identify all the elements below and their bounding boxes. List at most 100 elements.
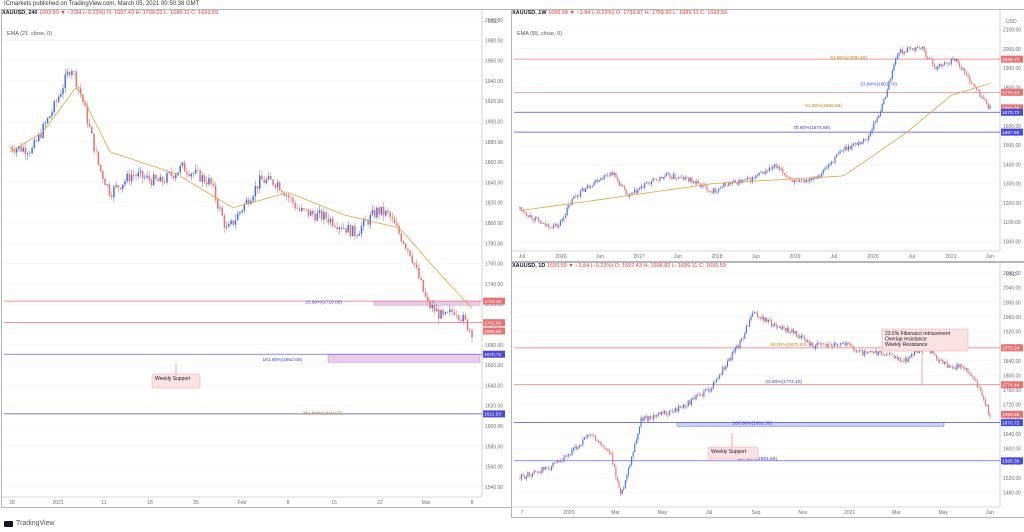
- candle-body: [854, 142, 856, 145]
- chart-panel-1w[interactable]: XAUUSD, 1W 1693.59 ▼ −3.84 (−0.23%) O: 1…: [511, 9, 1024, 262]
- candle-body: [645, 416, 647, 418]
- candle-body: [609, 451, 611, 454]
- candle-body: [144, 177, 146, 178]
- candle-body: [750, 316, 752, 321]
- price-tag: [483, 350, 505, 358]
- candle-body: [795, 179, 797, 181]
- candle-body: [773, 164, 775, 167]
- candle-body: [805, 339, 807, 342]
- candle-body: [51, 112, 53, 117]
- candle-body: [104, 178, 106, 186]
- candle-body: [970, 374, 972, 377]
- candle-body: [528, 472, 530, 475]
- candle-body: [667, 414, 669, 416]
- candle-body: [671, 410, 674, 412]
- chart-svg-1w: 2100.002000.001900.001800.001700.001600.…: [512, 10, 1023, 260]
- candle-body: [121, 184, 124, 190]
- y-tick-label: 1740.00: [485, 282, 503, 288]
- candle-body: [958, 364, 960, 368]
- candle-body: [866, 351, 868, 353]
- candle-body: [979, 89, 981, 97]
- candle-body: [532, 219, 535, 221]
- candle-body: [110, 195, 113, 198]
- candle-body: [769, 319, 771, 321]
- candle-body: [763, 316, 765, 321]
- candle-body: [571, 450, 573, 456]
- y-tick-label: 1960.00: [485, 59, 503, 65]
- candle-body: [166, 172, 168, 183]
- price-tag-label: 1611.93: [484, 412, 501, 418]
- zone-rect: [676, 422, 945, 427]
- chart-panel-4h[interactable]: XAUUSD, 240 1693.59 ▼ −3.84 (−0.23%) O: …: [1, 9, 512, 508]
- candle-body: [637, 433, 639, 441]
- indicator-label: EMA (55, close, 0): [517, 31, 562, 37]
- candle-body: [676, 408, 678, 412]
- candle-body: [579, 444, 581, 448]
- candle-body: [457, 315, 460, 320]
- candle-body: [893, 354, 895, 359]
- candle-body: [824, 168, 826, 170]
- candle-body: [208, 178, 210, 185]
- candle-body: [723, 183, 725, 188]
- candle-body: [382, 206, 385, 216]
- x-tick-label: Mar: [611, 510, 620, 516]
- candle-body: [662, 177, 664, 179]
- x-tick-label: Mar: [892, 510, 901, 516]
- candle-body: [549, 469, 551, 470]
- y-tick-label: 1780.00: [485, 241, 503, 247]
- price-tag: [1001, 344, 1023, 352]
- candle-body: [679, 177, 681, 178]
- candle-body: [106, 184, 109, 186]
- candle-body: [616, 477, 619, 482]
- y-tick-label: 2000.00: [1003, 300, 1021, 306]
- candle-body: [283, 192, 285, 196]
- candle-body: [692, 181, 695, 183]
- callout-box: [707, 446, 759, 460]
- candle-body: [519, 477, 521, 479]
- candle-body: [913, 48, 915, 51]
- chart-panel-1d[interactable]: XAUUSD, 1D 1693.59 ▼ −3.84 (−0.23%) O: 1…: [511, 262, 1024, 518]
- candle-body: [607, 449, 609, 452]
- candle-body: [345, 228, 347, 233]
- candle-body: [772, 324, 774, 327]
- candle-body: [716, 191, 718, 193]
- candle-body: [734, 347, 736, 352]
- chart-svg-4h: 2000.00 1980.00 1960.00 1940.00 1920.00 1900.…: [2, 10, 505, 506]
- candle-body: [296, 208, 299, 209]
- candle-body: [568, 204, 570, 208]
- candle-body: [960, 66, 962, 70]
- candle-body: [744, 333, 746, 339]
- candle-body: [974, 84, 976, 87]
- x-tick-label: 7: [521, 510, 524, 516]
- x-tick-label: Jul: [519, 254, 525, 260]
- callout-text: Weekly Resistance: [885, 342, 928, 348]
- candle-body: [338, 227, 341, 230]
- candle-body: [758, 317, 760, 318]
- candle-body: [861, 141, 863, 144]
- candle-body: [739, 340, 741, 348]
- candle-body: [759, 317, 762, 319]
- price-tag-label: 1693.59: [1002, 106, 1020, 112]
- candle-body: [267, 175, 270, 180]
- zone-rect: [373, 300, 481, 306]
- chart-title-1d: XAUUSD, 1D 1693.59 ▼ −3.84 (−0.23%) O: 1…: [512, 263, 726, 269]
- candle-body: [642, 186, 644, 188]
- candle-body: [556, 224, 558, 227]
- candle-body: [135, 175, 137, 177]
- candle-body: [175, 174, 177, 179]
- candle-body: [910, 354, 912, 357]
- fib-label: 100.00%(1661.30): [733, 421, 773, 427]
- candle-body: [717, 377, 719, 380]
- candle-body: [767, 319, 769, 323]
- y-tick-label: 1620.00: [485, 404, 503, 410]
- currency-label: USD: [1006, 19, 1017, 25]
- candle-body: [93, 133, 95, 152]
- candle-body: [864, 139, 866, 140]
- candle-body: [272, 179, 274, 185]
- candle-body: [26, 153, 29, 155]
- candle-body: [57, 96, 60, 102]
- candle-body: [886, 90, 888, 98]
- candle-body: [99, 164, 102, 171]
- candle-body: [964, 68, 966, 74]
- candle-body: [761, 316, 763, 319]
